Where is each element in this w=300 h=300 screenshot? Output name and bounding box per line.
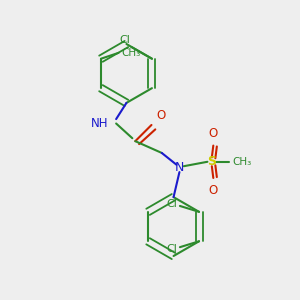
Text: CH₃: CH₃ [232, 157, 252, 167]
Text: Cl: Cl [166, 200, 177, 209]
Text: O: O [209, 184, 218, 197]
Text: CH₃: CH₃ [122, 48, 141, 58]
Text: S: S [207, 155, 216, 168]
Text: Cl: Cl [119, 34, 130, 45]
Text: Cl: Cl [166, 244, 177, 254]
Text: N: N [175, 161, 184, 174]
Text: O: O [156, 109, 165, 122]
Text: NH: NH [91, 117, 109, 130]
Text: O: O [209, 127, 218, 140]
